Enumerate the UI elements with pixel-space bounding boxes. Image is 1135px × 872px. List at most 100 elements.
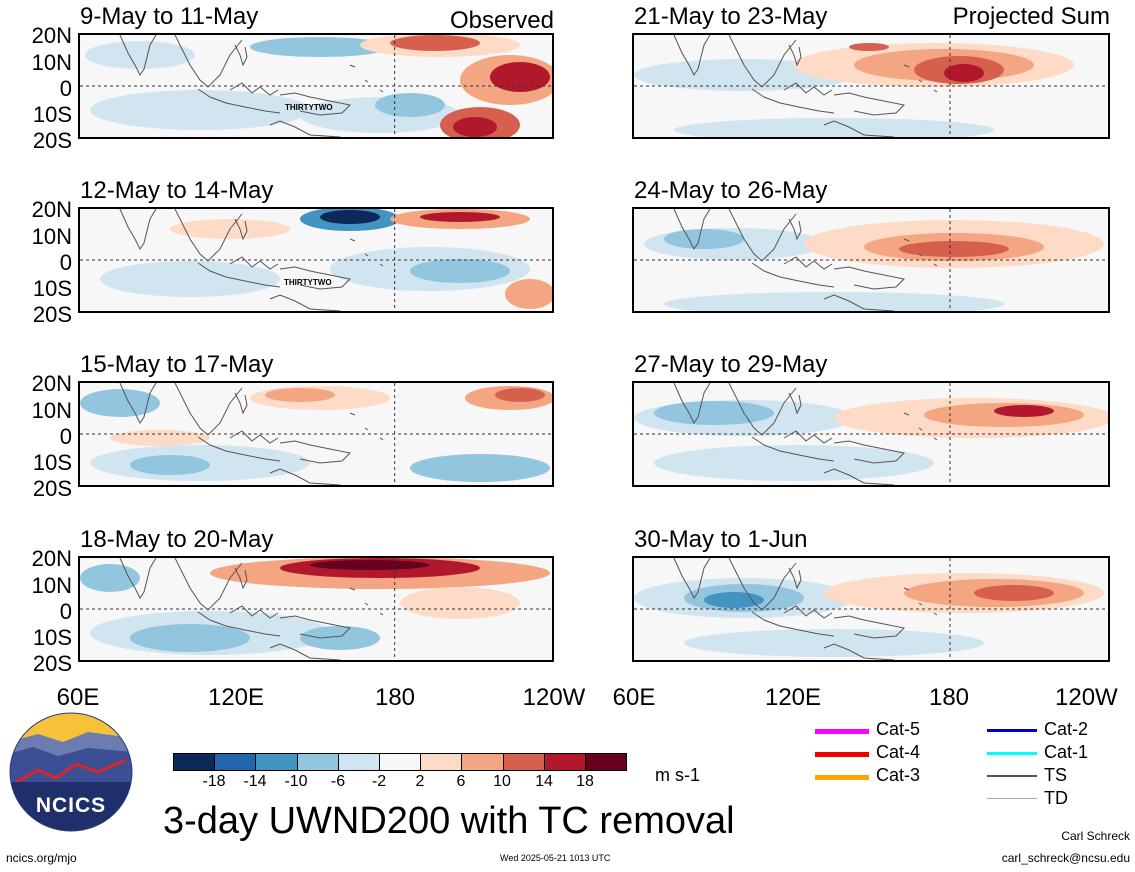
coastline xyxy=(728,383,797,436)
lat-label: 0 xyxy=(59,424,72,449)
lat-label: 10N xyxy=(31,224,72,249)
coastline xyxy=(174,35,243,88)
observed-label: Observed xyxy=(449,7,554,34)
legend-label: Cat-4 xyxy=(876,742,921,762)
coastline xyxy=(229,82,279,96)
map-panel-proj-3 xyxy=(632,381,1110,487)
coastline xyxy=(174,558,243,611)
colorbar-swatch xyxy=(421,754,463,770)
lon-label: 120W xyxy=(1055,686,1118,710)
panel-title: 24-May to 26-May xyxy=(634,177,828,204)
coastline xyxy=(269,468,341,485)
colorbar-units: m s-1 xyxy=(655,765,700,785)
colorbar xyxy=(173,753,627,771)
legend-label: Cat-3 xyxy=(876,765,921,785)
coastline xyxy=(349,238,384,267)
coastline xyxy=(833,266,906,290)
coastline xyxy=(833,615,906,639)
colorbar-tick-label: 10 xyxy=(493,773,511,790)
website-link[interactable]: ncics.org/mjo xyxy=(6,851,77,865)
coastline xyxy=(174,383,243,436)
legend-swatch xyxy=(987,798,1037,799)
map-panel-proj-1 xyxy=(632,33,1110,139)
colorbar-tick-label: -10 xyxy=(284,773,308,790)
coastline xyxy=(269,294,341,311)
colorbar-tick-label: -6 xyxy=(330,773,346,790)
coastline xyxy=(269,643,341,660)
coastline xyxy=(349,64,384,93)
panel-title: 9-May to 11-May xyxy=(80,3,259,30)
legend-swatch xyxy=(987,775,1037,777)
colorbar-tick-label: -14 xyxy=(243,773,267,790)
colorbar-swatch xyxy=(297,754,339,770)
coastline xyxy=(119,558,157,599)
legend-label: TS xyxy=(1044,765,1068,785)
coastline xyxy=(673,383,711,424)
coastline xyxy=(119,35,157,76)
coastline xyxy=(783,605,833,619)
lon-label: 180 xyxy=(928,684,970,711)
coastline xyxy=(728,558,797,611)
colorbar-swatch xyxy=(379,754,422,770)
coastline xyxy=(783,82,833,96)
ncics-logo: NCICS xyxy=(8,712,134,832)
lon-label: 60E xyxy=(56,684,100,711)
lat-label: 20S xyxy=(32,476,72,501)
coastline xyxy=(234,44,248,67)
lat-label: 20N xyxy=(31,197,72,222)
coastline xyxy=(229,605,279,619)
coastline xyxy=(788,44,802,67)
coastline xyxy=(783,430,833,444)
colorbar-swatch xyxy=(256,754,298,770)
lon-label: 180 xyxy=(374,684,416,711)
coastline xyxy=(229,256,279,270)
panel-title: 15-May to 17-May xyxy=(80,351,274,378)
coastline xyxy=(174,209,243,262)
coastline xyxy=(728,209,797,262)
coastline xyxy=(788,392,802,415)
lat-label: 20N xyxy=(31,546,72,571)
lat-label: 10N xyxy=(31,573,72,598)
colorbar-swatch xyxy=(215,754,257,770)
colorbar-swatch xyxy=(503,754,545,770)
coastline xyxy=(279,266,352,290)
legend-label: Cat-5 xyxy=(876,719,921,739)
coastline xyxy=(234,392,248,415)
colorbar-tick-label: -2 xyxy=(371,773,387,790)
lat-label: 10N xyxy=(31,50,72,75)
colorbar-swatch xyxy=(174,754,216,770)
coastline xyxy=(823,294,895,311)
colorbar-tick-label: 2 xyxy=(415,773,425,790)
map-panel-obs-4 xyxy=(78,556,554,662)
coastline xyxy=(673,558,711,599)
projected-label: Projected Sum xyxy=(952,3,1110,30)
coastline xyxy=(823,120,895,137)
panel-title: 30-May to 1-Jun xyxy=(634,526,808,553)
lat-label: 20N xyxy=(31,371,72,396)
main-title: 3-day UWND200 with TC removal xyxy=(163,800,735,842)
legend-label: Cat-2 xyxy=(1044,719,1089,739)
tc-track-label: THIRTYTWO xyxy=(285,103,333,112)
coastline xyxy=(279,440,352,464)
lon-label: 60E xyxy=(612,684,656,711)
lat-label: 10S xyxy=(32,102,72,127)
colorbar-swatch xyxy=(585,754,627,770)
map-panel-obs-1 xyxy=(78,33,554,139)
lat-label: 20N xyxy=(31,23,72,48)
coastline xyxy=(349,412,384,441)
coastline xyxy=(751,262,835,288)
map-panel-obs-3 xyxy=(78,381,554,487)
lat-label: 20S xyxy=(32,128,72,153)
author-email[interactable]: carl_schreck@ncsu.edu xyxy=(1001,851,1130,865)
colorbar-tick-label: 6 xyxy=(456,773,466,790)
panel-title: 21-May to 23-May xyxy=(634,3,828,30)
coastline xyxy=(119,383,157,424)
coastline xyxy=(269,120,341,137)
legend-swatch xyxy=(815,752,869,757)
legend-swatch xyxy=(815,775,869,780)
coastline xyxy=(783,256,833,270)
coastline xyxy=(903,412,938,441)
map-panel-proj-4 xyxy=(632,556,1110,662)
coastline xyxy=(279,92,352,116)
map-panel-obs-2 xyxy=(78,207,554,313)
